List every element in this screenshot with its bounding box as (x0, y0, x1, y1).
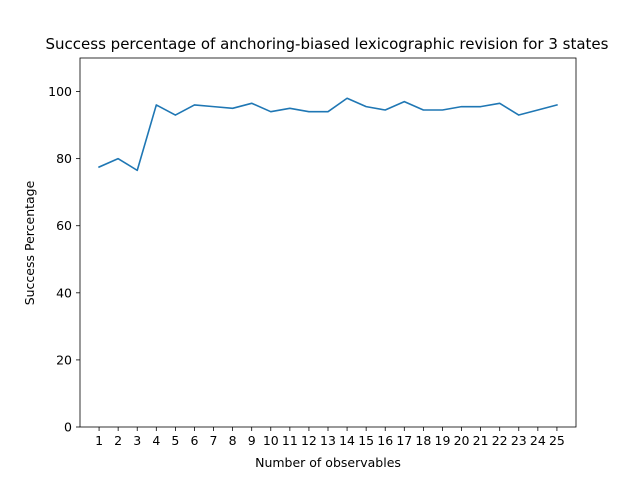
y-tick-label: 20 (56, 352, 72, 367)
y-tick-label: 100 (48, 84, 72, 99)
x-tick-label: 6 (190, 433, 198, 448)
x-tick-label: 11 (282, 433, 298, 448)
x-tick-label: 25 (549, 433, 565, 448)
x-tick-label: 18 (415, 433, 431, 448)
x-tick-label: 24 (530, 433, 546, 448)
x-tick-label: 21 (473, 433, 489, 448)
x-tick-label: 22 (492, 433, 508, 448)
x-tick-label: 14 (339, 433, 355, 448)
x-tick-label: 7 (210, 433, 218, 448)
y-axis-label: Success Percentage (22, 180, 37, 305)
x-tick-label: 16 (377, 433, 393, 448)
y-tick-label: 0 (64, 420, 72, 435)
y-tick-label: 80 (56, 151, 72, 166)
plot-area: 1 2 3 4 5 6 7 8 9 10 11 12 13 14 15 16 17 18 19 20 21 22 23 24 2… (48, 57, 577, 448)
x-tick-label: 13 (320, 433, 336, 448)
y-tick-label: 40 (56, 285, 72, 300)
x-axis-label: Number of observables (255, 455, 401, 470)
x-tick-label: 9 (248, 433, 256, 448)
x-tick-label: 10 (263, 433, 279, 448)
chart-title: Success percentage of anchoring-biased l… (46, 35, 609, 53)
x-tick-label: 4 (152, 433, 160, 448)
x-tick-label: 20 (454, 433, 470, 448)
x-tick-label: 5 (171, 433, 179, 448)
x-tick-label: 3 (133, 433, 141, 448)
series-line (98, 97, 558, 172)
x-tick-label: 12 (301, 433, 317, 448)
x-tick-label: 23 (511, 433, 527, 448)
x-tick-label: 17 (396, 433, 412, 448)
x-tick-label: 2 (114, 433, 122, 448)
x-tick-label: 15 (358, 433, 374, 448)
x-tick-label: 1 (95, 433, 103, 448)
x-tick-label: 8 (229, 433, 237, 448)
x-tick-label: 19 (435, 433, 451, 448)
y-tick-label: 60 (56, 218, 72, 233)
